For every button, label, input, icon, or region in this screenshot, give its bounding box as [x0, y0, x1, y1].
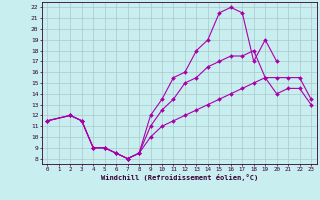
X-axis label: Windchill (Refroidissement éolien,°C): Windchill (Refroidissement éolien,°C) [100, 174, 258, 181]
